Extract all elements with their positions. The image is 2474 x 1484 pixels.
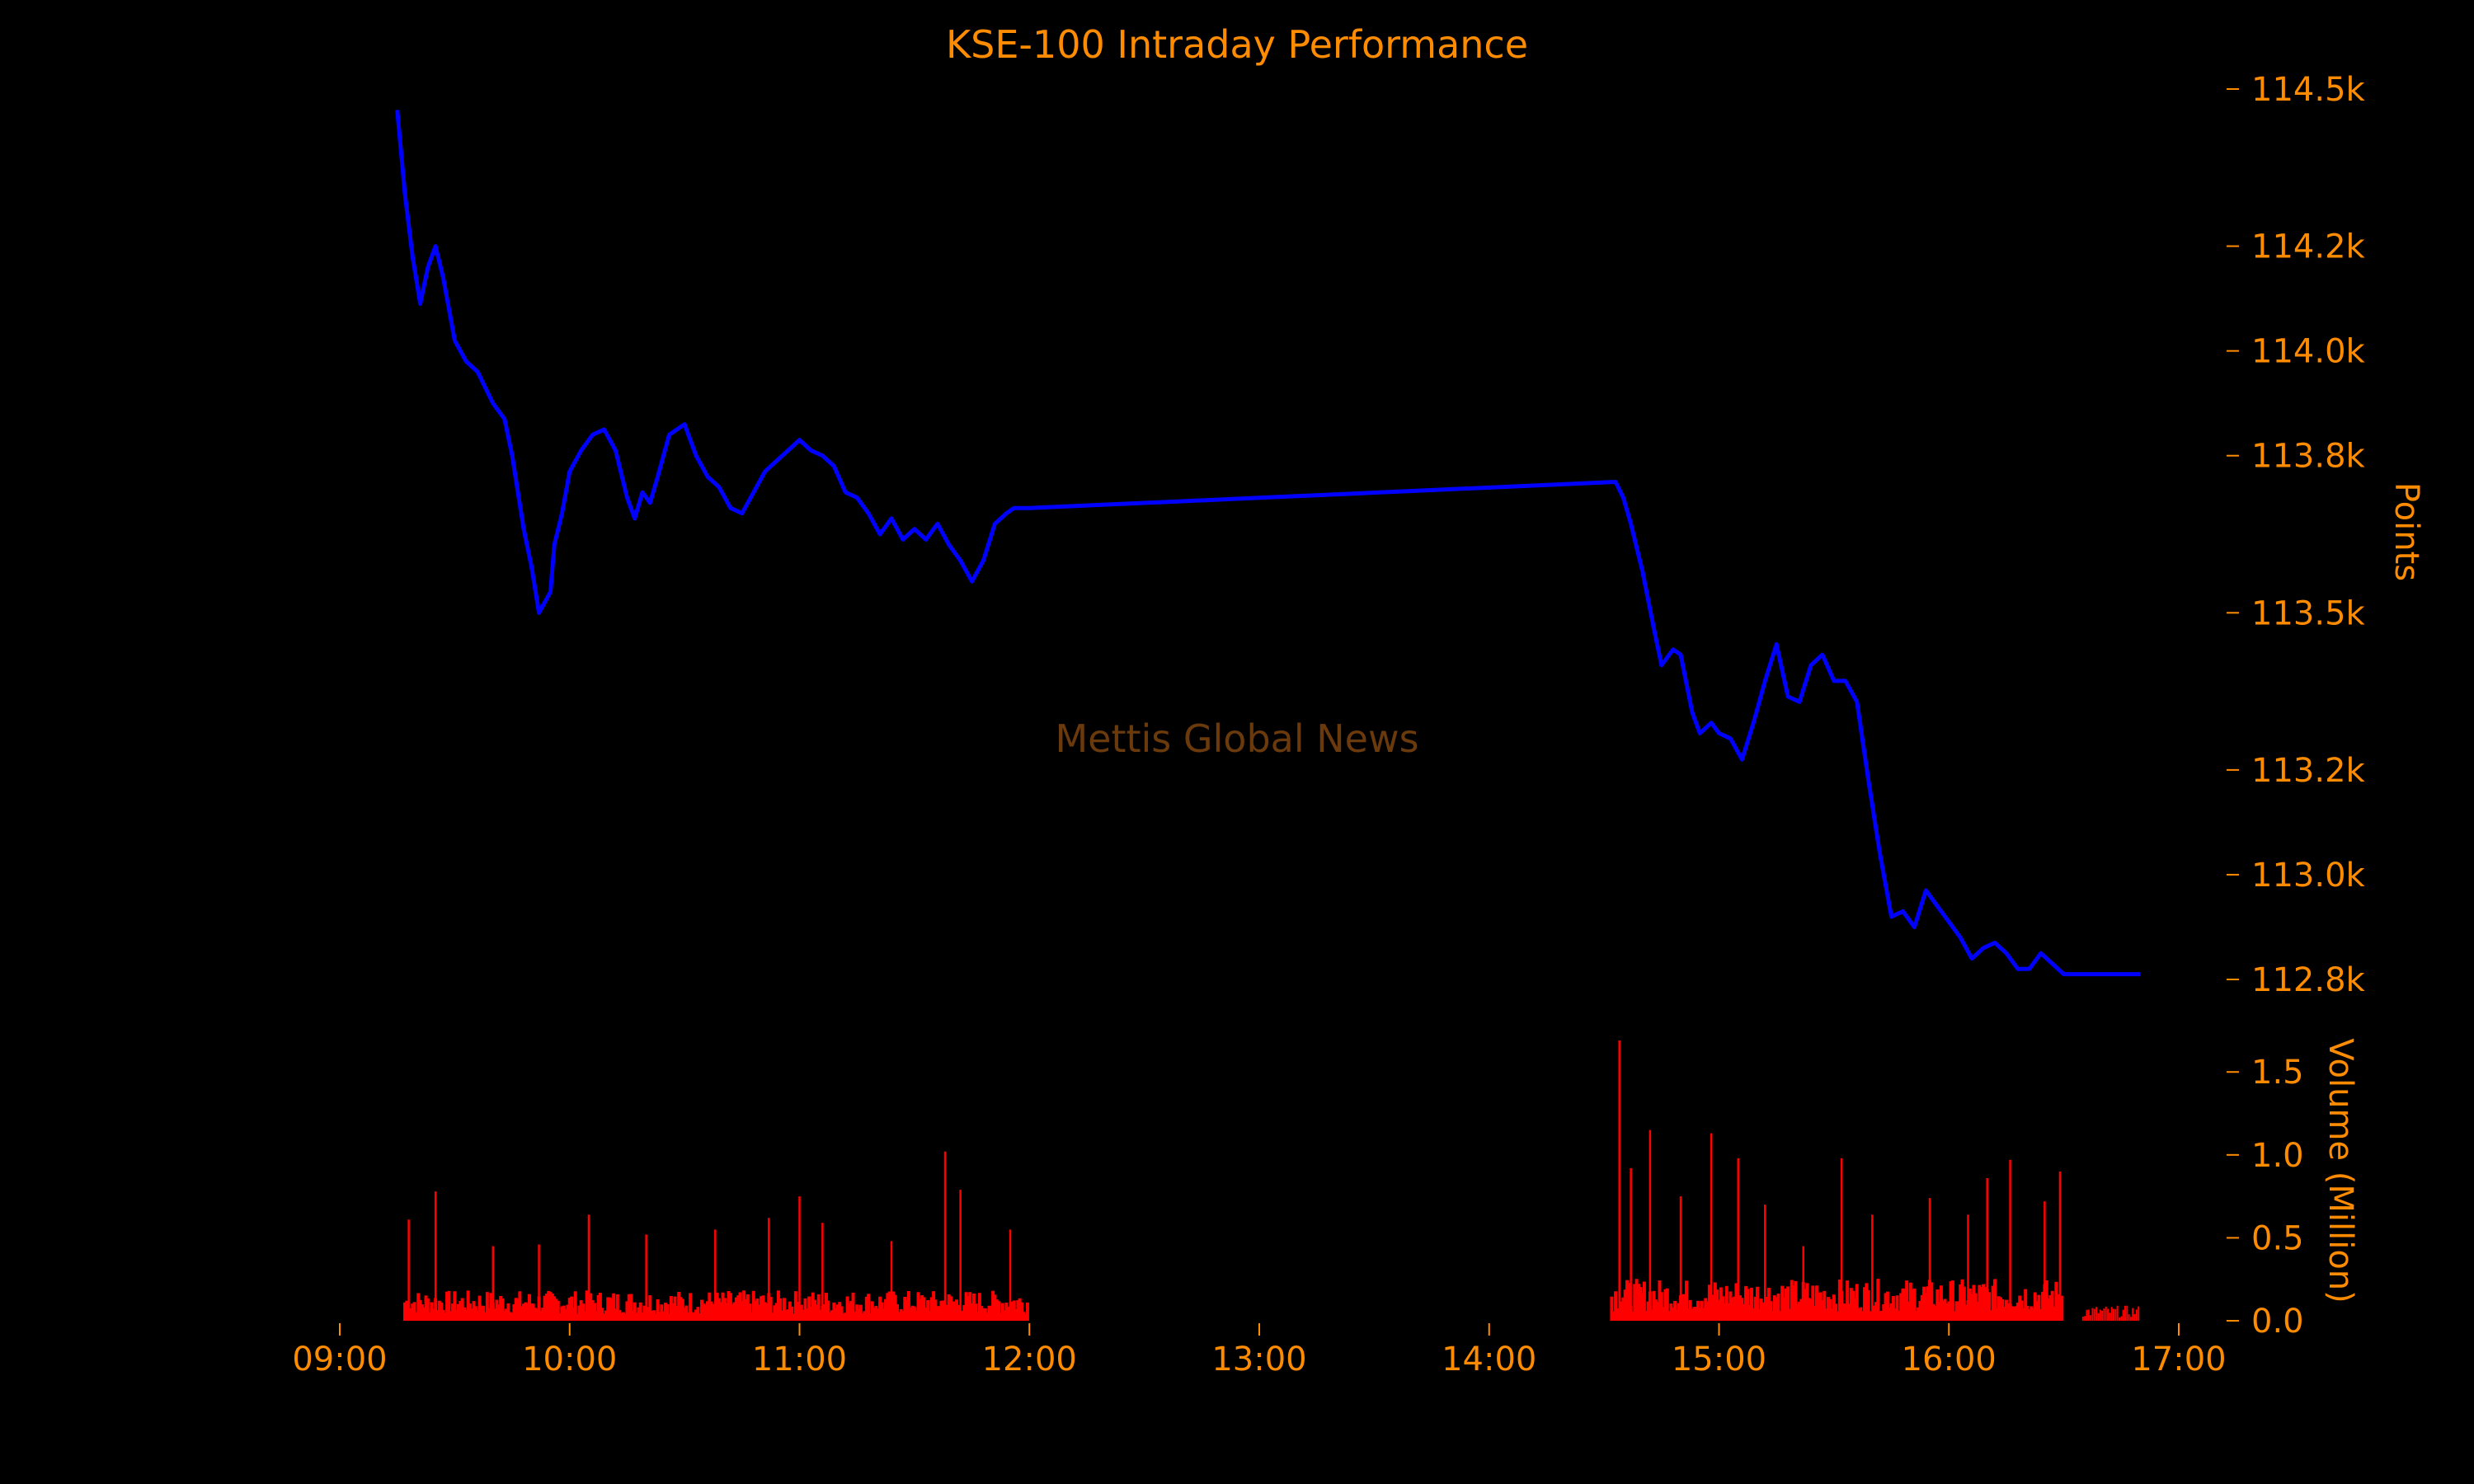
- x-tick-label-7: 16:00: [1902, 1341, 1997, 1378]
- price-tick-label-0: 112.8k: [2251, 961, 2366, 999]
- price-axis: 112.8k 113.0k 113.2k 113.5k 113.8k 114.0k 114.…: [2227, 71, 2366, 999]
- volume-bars: [402, 1040, 2140, 1321]
- chart-title: KSE-100 Intraday Performance: [946, 22, 1528, 67]
- volume-tick-label-2: 1.0: [2251, 1137, 2304, 1175]
- volume-tick-label-0: 0.0: [2251, 1303, 2304, 1341]
- watermark: Mettis Global News: [1055, 716, 1418, 761]
- price-line-group: [395, 110, 2141, 977]
- price-tick-label-1: 113.0k: [2251, 857, 2366, 895]
- price-tick-label-5: 114.0k: [2251, 333, 2366, 371]
- price-tick-label-2: 113.2k: [2251, 752, 2366, 790]
- x-tick-label-5: 14:00: [1442, 1341, 1536, 1378]
- volume-axis-title: Volume (Million): [2321, 1038, 2359, 1303]
- price-line: [395, 110, 2141, 977]
- volume-tick-label-1: 0.5: [2251, 1219, 2304, 1257]
- price-tick-label-6: 114.2k: [2251, 228, 2366, 266]
- x-tick-label-2: 11:00: [752, 1341, 847, 1378]
- x-axis: 09:00 10:00 11:00 12:00 13:00 14:00 15:00 16:00…: [292, 1323, 2227, 1378]
- x-tick-label-0: 09:00: [292, 1341, 387, 1378]
- x-tick-label-8: 17:00: [2131, 1341, 2226, 1378]
- price-axis-title: Points: [2387, 482, 2425, 581]
- x-tick-label-6: 15:00: [1672, 1341, 1766, 1378]
- x-tick-label-4: 13:00: [1211, 1341, 1306, 1378]
- price-tick-label-3: 113.5k: [2251, 594, 2366, 632]
- volume-tick-label-3: 1.5: [2251, 1054, 2304, 1092]
- price-tick-label-4: 113.8k: [2251, 438, 2366, 476]
- volume-axis: 0.0 0.5 1.0 1.5: [2227, 1054, 2304, 1341]
- x-tick-label-1: 10:00: [522, 1341, 617, 1378]
- price-tick-label-7: 114.5k: [2251, 71, 2366, 109]
- x-tick-label-3: 12:00: [982, 1341, 1077, 1378]
